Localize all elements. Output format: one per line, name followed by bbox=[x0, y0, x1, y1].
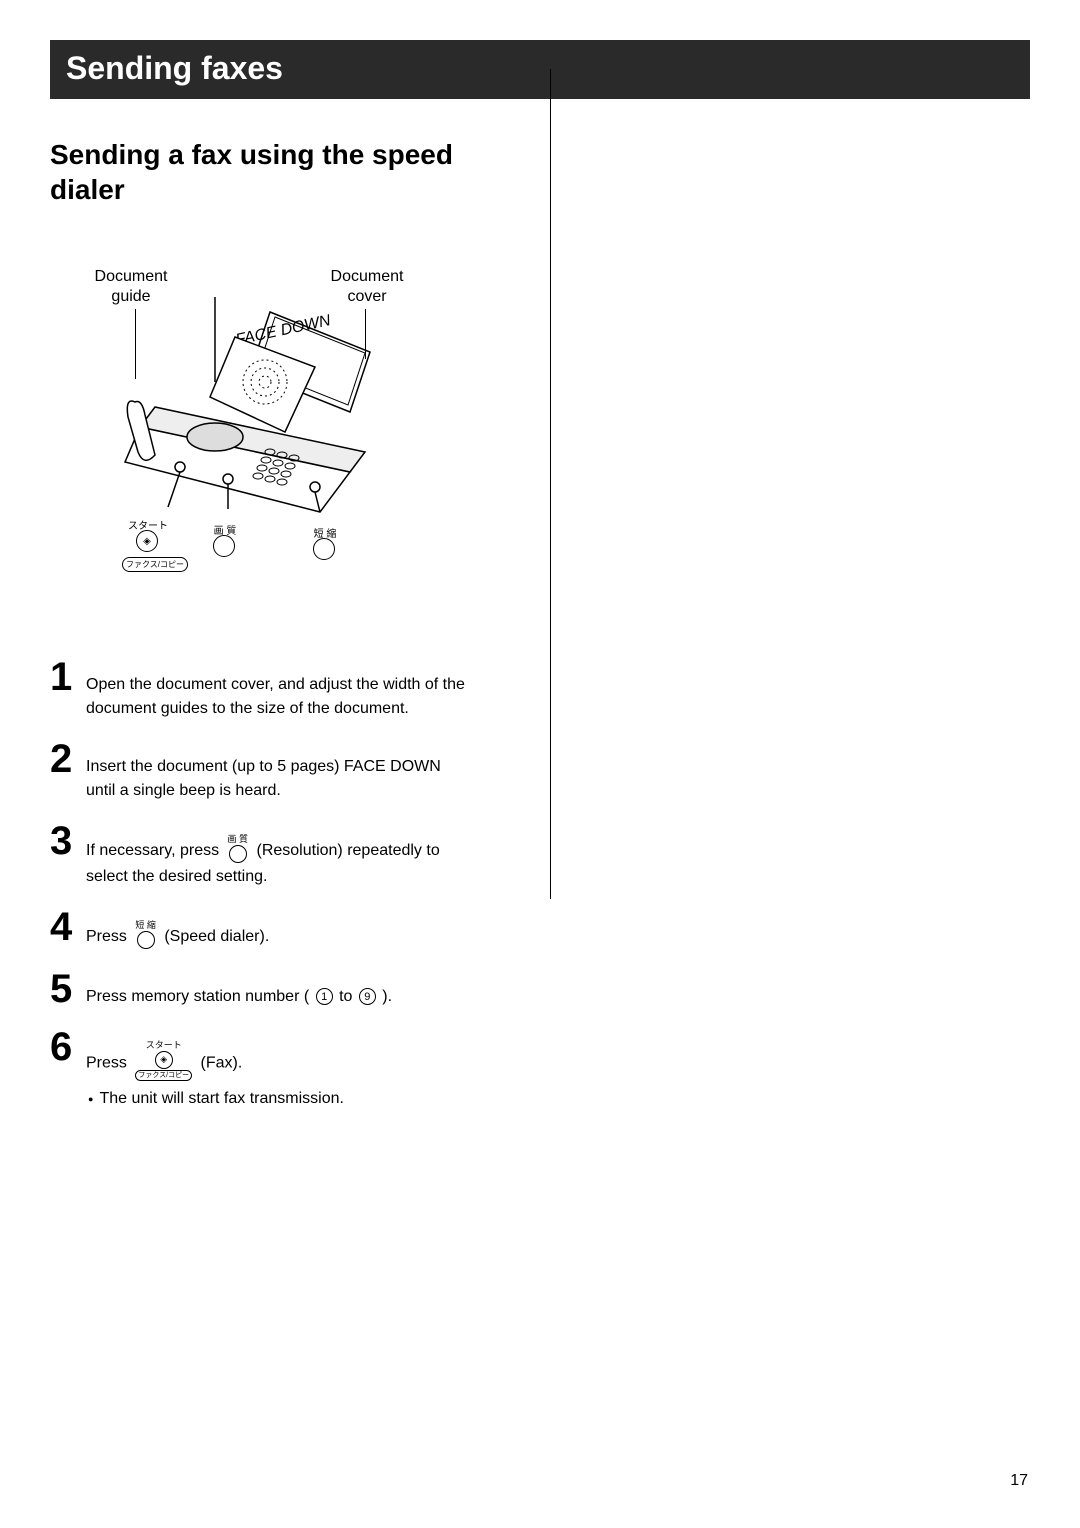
subsection-title: Sending a fax using the speed dialer bbox=[50, 137, 510, 207]
step-2: 2 Insert the document (up to 5 pages) FA… bbox=[50, 739, 522, 803]
keypad-1-icon: 1 bbox=[316, 988, 333, 1005]
step-number: 4 bbox=[50, 907, 80, 947]
step-bullet: The unit will start fax transmission. bbox=[86, 1087, 344, 1111]
two-column-layout: Sending a fax using the speed dialer Doc… bbox=[50, 119, 1030, 1129]
step-text: Insert the document (up to 5 pages) FACE… bbox=[80, 739, 441, 803]
step-3: 3 If necessary, press 画 質 (Resolution) r… bbox=[50, 821, 522, 889]
step-6: 6 Press スタート ◈ ファクス/コピー (Fax). The unit … bbox=[50, 1027, 522, 1111]
column-divider bbox=[550, 69, 551, 899]
step-number: 6 bbox=[50, 1027, 80, 1067]
step-number: 2 bbox=[50, 739, 80, 779]
step-number: 5 bbox=[50, 969, 80, 1009]
step-text: Press 短 縮 (Speed dialer). bbox=[80, 907, 269, 951]
diagram-speed-button-icon bbox=[313, 538, 335, 560]
step-text: Press スタート ◈ ファクス/コピー (Fax). The unit wi… bbox=[80, 1027, 344, 1111]
diagram-start-under-label: ファクス/コピー bbox=[122, 557, 188, 572]
step-text: Press memory station number ( 1 to 9 ). bbox=[80, 969, 392, 1009]
keypad-9-icon: 9 bbox=[359, 988, 376, 1005]
diagram-resolution-button-icon bbox=[213, 535, 235, 557]
step-text: If necessary, press 画 質 (Resolution) rep… bbox=[80, 821, 440, 889]
page: Sending faxes Sending a fax using the sp… bbox=[0, 0, 1080, 1528]
step-1: 1 Open the document cover, and adjust th… bbox=[50, 657, 522, 721]
step-number: 1 bbox=[50, 657, 80, 697]
resolution-button-icon: 画 質 bbox=[228, 835, 249, 863]
fax-machine-illustration bbox=[120, 297, 420, 527]
fax-diagram: Document guide Document cover FACE DOWN bbox=[90, 267, 470, 597]
left-column: Sending a fax using the speed dialer Doc… bbox=[50, 119, 550, 1129]
section-title-bar: Sending faxes bbox=[50, 40, 1030, 99]
step-5: 5 Press memory station number ( 1 to 9 )… bbox=[50, 969, 522, 1009]
speed-dialer-button-icon: 短 縮 bbox=[135, 921, 156, 949]
step-number: 3 bbox=[50, 821, 80, 861]
section-title: Sending faxes bbox=[66, 50, 283, 86]
fax-start-button-icon: スタート ◈ ファクス/コピー bbox=[135, 1041, 192, 1081]
step-text: Open the document cover, and adjust the … bbox=[80, 657, 465, 721]
step-4: 4 Press 短 縮 (Speed dialer). bbox=[50, 907, 522, 951]
diagram-start-button-icon: ◈ bbox=[136, 530, 158, 552]
steps-list: 1 Open the document cover, and adjust th… bbox=[50, 657, 522, 1111]
page-number: 17 bbox=[1010, 1472, 1028, 1490]
